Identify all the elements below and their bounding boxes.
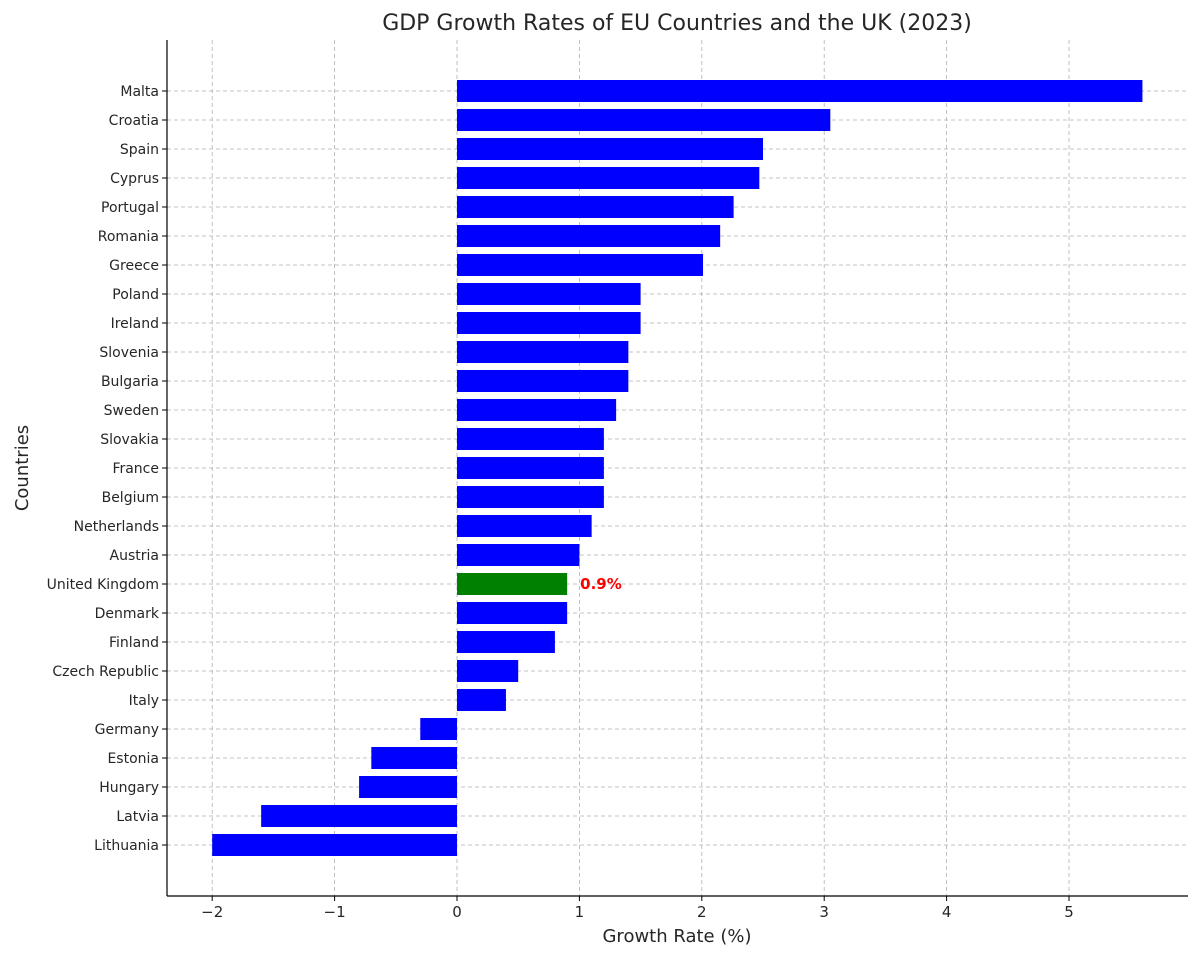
bar-sweden [457, 399, 617, 421]
y-tick-label: Bulgaria [101, 374, 159, 390]
bar-romania [457, 225, 721, 247]
bar-belgium [457, 486, 604, 508]
y-tick-label: Denmark [95, 606, 160, 622]
bar-austria [457, 544, 580, 566]
y-tick-label: Malta [120, 84, 159, 100]
bar-latvia [261, 805, 457, 827]
y-tick-label: Ireland [111, 316, 159, 332]
bar-poland [457, 283, 641, 305]
y-axis-title: Countries [12, 425, 33, 511]
chart-title: GDP Growth Rates of EU Countries and the… [382, 11, 972, 36]
bar-france [457, 457, 604, 479]
y-tick-label: Netherlands [74, 519, 159, 535]
y-tick-labels: Malta Croatia Spain Cyprus Portugal Romania Gr… [47, 84, 167, 854]
y-tick-label: Austria [110, 548, 159, 564]
bar-ireland [457, 312, 641, 334]
x-tick-label: −1 [324, 903, 346, 921]
bar-united-kingdom [457, 573, 568, 595]
y-tick-label: Cyprus [110, 171, 159, 187]
bar-portugal [457, 196, 734, 218]
bar-slovakia [457, 428, 604, 450]
x-tick-label: 5 [1064, 903, 1074, 921]
bar-greece [457, 254, 704, 276]
bar-estonia [371, 747, 457, 769]
y-tick-label: Germany [95, 722, 159, 738]
bar-malta [457, 80, 1143, 102]
bar-bulgaria [457, 370, 629, 392]
x-tick-labels: −2 −1 0 1 2 3 4 5 [201, 896, 1074, 921]
y-tick-label: Hungary [99, 780, 159, 796]
x-tick-label: −2 [201, 903, 223, 921]
y-tick-label: Romania [98, 229, 159, 245]
x-tick-label: 1 [575, 903, 585, 921]
y-tick-label: Portugal [101, 200, 159, 216]
bar-spain [457, 138, 763, 160]
y-tick-label: France [112, 461, 159, 477]
bars [212, 80, 1143, 856]
x-tick-label: 0 [452, 903, 462, 921]
bar-netherlands [457, 515, 592, 537]
bar-finland [457, 631, 555, 653]
bar-germany [420, 718, 457, 740]
y-tick-label: Poland [112, 287, 159, 303]
uk-annotation: 0.9% [580, 575, 622, 593]
bar-croatia [457, 109, 831, 131]
bar-hungary [359, 776, 457, 798]
x-axis-title: Growth Rate (%) [602, 926, 751, 947]
x-tick-label: 4 [942, 903, 952, 921]
bar-slovenia [457, 341, 629, 363]
y-tick-label: Spain [120, 142, 159, 158]
y-tick-label: Latvia [116, 809, 159, 825]
bar-denmark [457, 602, 568, 624]
y-tick-label: Belgium [102, 490, 159, 506]
y-tick-label: Slovenia [99, 345, 159, 361]
y-tick-label: Italy [129, 693, 159, 709]
x-tick-label: 3 [819, 903, 829, 921]
bar-czech-republic [457, 660, 519, 682]
x-tick-label: 2 [697, 903, 707, 921]
bar-lithuania [212, 834, 457, 856]
bar-italy [457, 689, 506, 711]
y-tick-label: Slovakia [100, 432, 159, 448]
y-tick-label: Lithuania [94, 838, 159, 854]
bar-cyprus [457, 167, 760, 189]
y-tick-label: Czech Republic [52, 664, 159, 680]
y-tick-label: Finland [109, 635, 159, 651]
y-tick-label: United Kingdom [47, 577, 159, 593]
y-tick-label: Croatia [109, 113, 159, 129]
y-tick-label: Estonia [107, 751, 159, 767]
y-tick-label: Greece [109, 258, 159, 274]
y-tick-label: Sweden [104, 403, 159, 419]
